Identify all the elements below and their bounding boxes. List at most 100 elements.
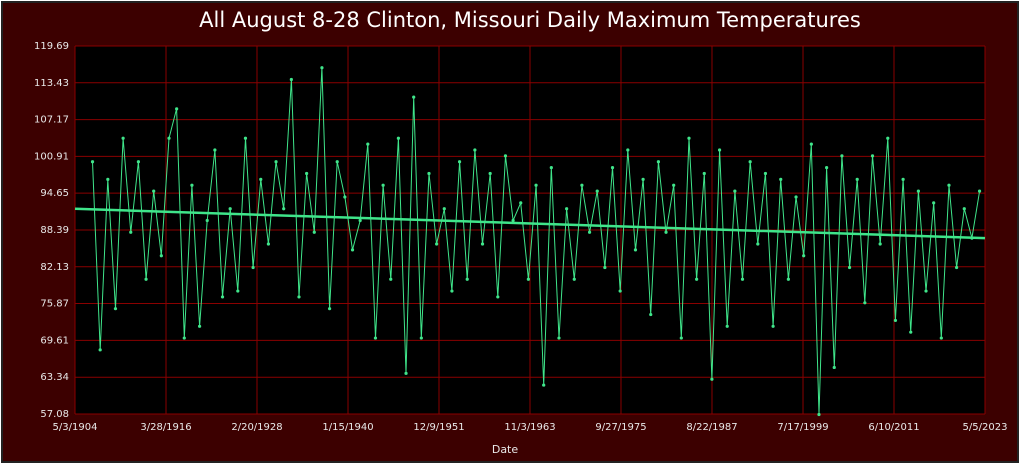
- data-point: [916, 189, 920, 193]
- data-point: [771, 324, 775, 328]
- data-point: [450, 289, 454, 293]
- data-point: [870, 154, 875, 158]
- data-point: [350, 248, 355, 252]
- x-tick-label: 5/3/1904: [53, 422, 98, 433]
- data-point: [473, 148, 477, 152]
- data-point: [419, 336, 423, 340]
- data-point: [733, 189, 737, 193]
- data-point: [228, 207, 232, 211]
- data-point: [412, 95, 416, 99]
- data-point: [197, 324, 202, 328]
- data-point: [695, 277, 699, 281]
- data-point: [167, 136, 171, 140]
- data-point: [511, 218, 515, 223]
- y-tick-label: 63.34: [40, 372, 69, 383]
- data-point: [687, 136, 691, 140]
- y-tick-label: 75.87: [40, 299, 69, 310]
- data-point: [786, 277, 790, 281]
- data-point: [641, 177, 645, 181]
- data-point: [182, 336, 186, 340]
- data-point: [503, 154, 508, 158]
- data-point: [886, 136, 890, 140]
- data-point: [633, 248, 638, 252]
- x-tick-label: 12/9/1951: [413, 422, 464, 433]
- data-point: [977, 189, 982, 193]
- data-point: [90, 160, 95, 164]
- x-tick-label: 2/20/1928: [231, 422, 282, 433]
- x-tick-label: 9/27/1975: [595, 422, 646, 433]
- chart-title: All August 8-28 Clinton, Missouri Daily …: [199, 8, 861, 32]
- trend-line: [74, 207, 986, 240]
- data-point: [725, 324, 729, 328]
- data-point: [136, 160, 141, 164]
- data-point: [740, 277, 745, 281]
- data-point: [572, 277, 576, 281]
- data-point: [847, 265, 852, 270]
- data-point: [855, 177, 859, 181]
- x-tick-label: 7/17/1999: [777, 422, 828, 433]
- data-point: [955, 265, 959, 270]
- data-point: [939, 336, 943, 340]
- y-tick-label: 94.65: [40, 188, 69, 199]
- data-point: [595, 189, 599, 193]
- data-point: [488, 171, 492, 176]
- data-point: [404, 371, 408, 375]
- x-tick-label: 6/10/2011: [868, 422, 919, 433]
- data-point: [320, 66, 324, 70]
- data-point: [289, 77, 293, 82]
- data-point: [243, 136, 248, 140]
- data-point: [534, 183, 538, 187]
- data-point: [343, 195, 347, 199]
- data-point: [190, 183, 194, 187]
- data-point: [649, 312, 653, 317]
- data-point: [205, 218, 209, 223]
- data-point: [144, 277, 148, 281]
- data-point: [893, 318, 898, 323]
- data-point: [664, 230, 668, 234]
- data-point: [763, 171, 768, 176]
- data-point: [610, 166, 615, 170]
- data-point: [335, 160, 339, 164]
- data-point: [327, 307, 332, 311]
- y-tick-label: 69.61: [40, 335, 69, 346]
- data-point: [113, 307, 118, 311]
- data-point: [557, 336, 561, 340]
- data-point: [213, 148, 217, 152]
- data-point: [603, 265, 607, 270]
- data-point: [794, 195, 798, 199]
- data-point: [549, 166, 553, 170]
- data-point: [98, 348, 102, 352]
- data-point: [756, 242, 760, 246]
- y-tick-label: 113.43: [34, 78, 69, 89]
- data-point: [932, 201, 936, 205]
- data-point: [924, 289, 928, 293]
- data-point: [840, 154, 844, 158]
- data-point: [901, 177, 905, 181]
- data-point: [618, 289, 622, 293]
- x-tick-label: 11/3/1963: [504, 422, 555, 433]
- data-point: [457, 160, 462, 164]
- data-point: [480, 242, 485, 246]
- data-point: [106, 177, 110, 181]
- data-point: [672, 183, 676, 187]
- data-point: [496, 295, 500, 299]
- data-point: [710, 377, 714, 381]
- data-point: [366, 142, 370, 146]
- data-point: [389, 277, 393, 281]
- data-point: [435, 242, 439, 246]
- data-point: [656, 160, 660, 164]
- x-tick-label: 8/22/1987: [686, 422, 737, 433]
- data-point: [909, 330, 913, 334]
- data-point: [282, 207, 286, 211]
- data-point: [565, 207, 569, 211]
- y-tick-label: 100.91: [34, 151, 69, 162]
- data-point: [962, 207, 966, 211]
- data-point: [121, 136, 125, 140]
- data-point: [220, 295, 225, 299]
- data-point: [274, 160, 278, 164]
- data-point: [358, 218, 362, 223]
- data-point: [266, 242, 271, 246]
- data-point: [381, 183, 385, 187]
- data-point: [878, 242, 882, 246]
